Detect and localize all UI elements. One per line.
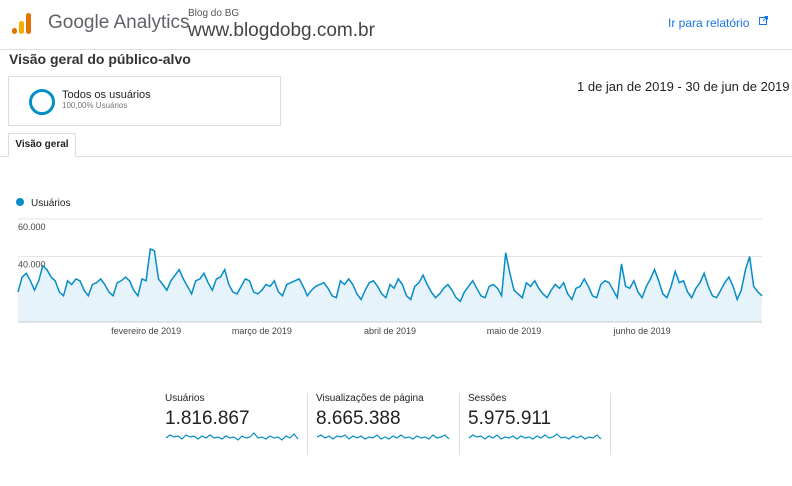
- segment-detail: 100,00% Usuários: [62, 101, 128, 110]
- legend-label: Usuários: [31, 198, 70, 209]
- sparkline: [316, 434, 450, 440]
- legend-swatch: [16, 198, 24, 206]
- tab[interactable]: Visão geral: [8, 133, 76, 157]
- metric-divider: [307, 393, 308, 455]
- metric-label: Sessões: [468, 393, 507, 404]
- segment-name: Todos os usuários: [62, 89, 151, 101]
- y-tick-label: 60.000: [18, 222, 46, 232]
- metric-label: Usuários: [165, 393, 205, 404]
- sparkline: [468, 433, 602, 440]
- x-tick-label: junho de 2019: [613, 326, 671, 336]
- x-tick-label: maio de 2019: [487, 326, 542, 336]
- x-tick-label: abril de 2019: [364, 326, 416, 336]
- ga-logo: [12, 13, 31, 34]
- metric-value: 1.816.867: [165, 408, 250, 429]
- y-tick-label: 40.000: [18, 259, 46, 269]
- tab-divider: [0, 156, 792, 157]
- report-link-text[interactable]: Ir para relatório: [668, 16, 750, 30]
- sparkline: [165, 432, 299, 441]
- segment-icon: [29, 89, 55, 115]
- external-icon: [758, 16, 768, 25]
- line: [17, 247, 763, 303]
- metric-value: 5.975.911: [468, 408, 552, 429]
- segment-card[interactable]: [8, 76, 281, 126]
- date-range[interactable]: 1 de jan de 2019 - 30 de jun de 2019: [577, 79, 790, 94]
- page-title: Visão geral do público-alvo: [9, 51, 191, 67]
- view-name[interactable]: www.blogdobg.com.br: [188, 20, 375, 41]
- x-tick-label: março de 2019: [232, 326, 292, 336]
- metric-divider: [459, 393, 460, 455]
- header-divider: [0, 49, 792, 50]
- x-tick-label: fevereiro de 2019: [111, 326, 181, 336]
- metric-value: 8.665.388: [316, 408, 401, 429]
- property-name[interactable]: Blog do BG: [188, 8, 240, 19]
- metric-label: Visualizações de página: [316, 393, 424, 404]
- report-link[interactable]: Ir para relatório: [668, 16, 768, 30]
- product-name: Google Analytics: [48, 12, 190, 33]
- metric-divider: [610, 393, 611, 455]
